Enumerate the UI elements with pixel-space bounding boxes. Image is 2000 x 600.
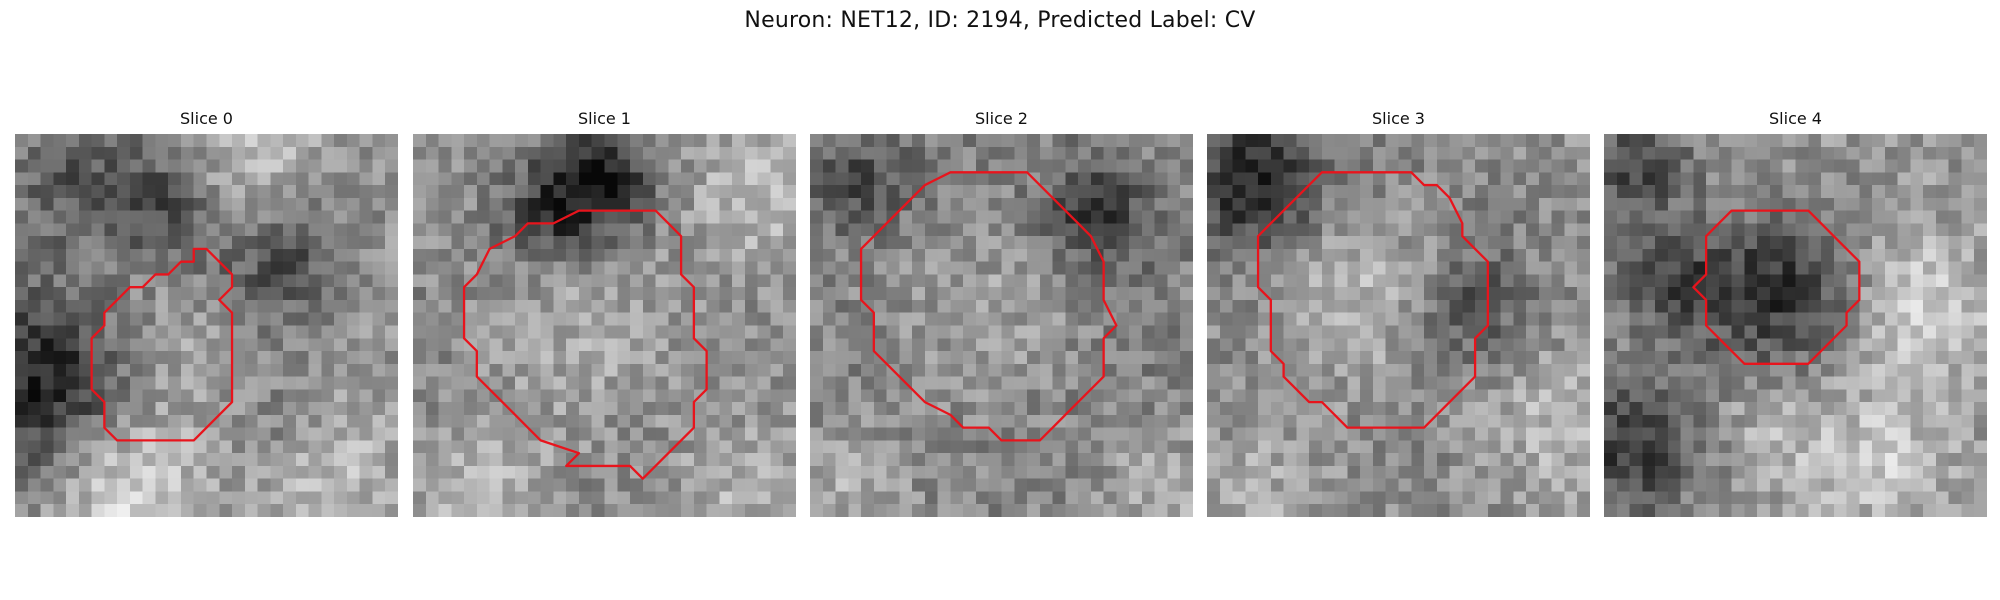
slice-title: Slice 0 (180, 109, 233, 128)
neuron-contour (859, 171, 1118, 442)
neuron-contour (90, 247, 234, 442)
contour-overlay (1692, 209, 1861, 365)
panel-slice-1: Slice 1 (413, 109, 796, 517)
slice-image (1207, 134, 1590, 517)
slice-image (810, 134, 1193, 517)
contour-overlay (90, 247, 234, 442)
panel-slice-3: Slice 3 (1207, 109, 1590, 517)
contour-overlay (462, 209, 708, 480)
contour-overlay (859, 171, 1118, 442)
panel-slice-0: Slice 0 (15, 109, 398, 517)
neuron-contour (1692, 209, 1861, 365)
neuron-contour (1256, 171, 1490, 429)
grayscale-patch (15, 134, 398, 517)
slice-image (413, 134, 796, 517)
slice-image (15, 134, 398, 517)
neuron-contour (462, 209, 708, 480)
grayscale-patch (1604, 134, 1987, 517)
slice-title: Slice 4 (1769, 109, 1822, 128)
panel-slice-2: Slice 2 (810, 109, 1193, 517)
slice-title: Slice 2 (975, 109, 1028, 128)
grayscale-patch (413, 134, 796, 517)
slice-image (1604, 134, 1987, 517)
figure-title: Neuron: NET12, ID: 2194, Predicted Label… (744, 8, 1256, 33)
slice-title: Slice 3 (1372, 109, 1425, 128)
panel-slice-4: Slice 4 (1604, 109, 1987, 517)
slice-title: Slice 1 (578, 109, 631, 128)
contour-overlay (1256, 171, 1490, 429)
